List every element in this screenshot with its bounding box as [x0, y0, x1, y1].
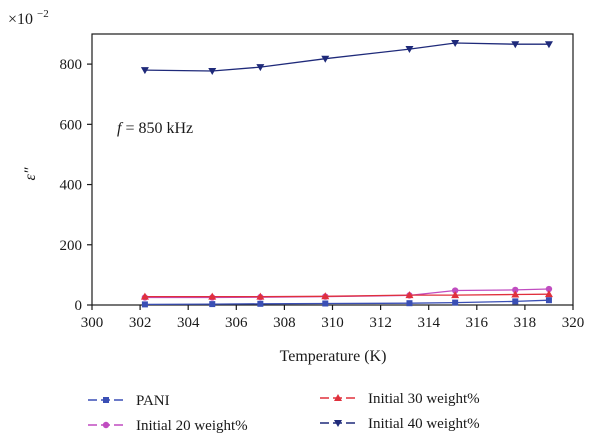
y-tick-label: 0: [75, 298, 83, 314]
series-line: [144, 42, 549, 72]
legend-label: PANI: [136, 393, 170, 409]
data-point: [209, 301, 216, 308]
data-point: [208, 292, 217, 300]
y-multiplier: ×10 −2: [8, 8, 49, 28]
legend-marker: [334, 420, 342, 427]
x-tick-label: 306: [225, 315, 248, 331]
x-tick-label: 300: [81, 315, 104, 331]
data-point: [544, 41, 553, 49]
data-point: [321, 55, 330, 63]
data-point: [141, 301, 148, 308]
legend-item-3: Initial 30 weight%: [320, 391, 480, 407]
legend-item-4: Initial 40 weight%: [320, 416, 480, 432]
data-point: [544, 290, 553, 298]
legend-item-2: Initial 20 weight%: [88, 418, 248, 434]
y-tick-label: 200: [60, 238, 83, 254]
series-1: [141, 297, 552, 308]
frequency-annotation: f = 850 kHz: [117, 120, 193, 137]
x-tick-label: 316: [466, 315, 489, 331]
data-point: [405, 46, 414, 54]
data-point: [405, 291, 414, 299]
y-multiplier-exponent: −2: [37, 8, 49, 20]
y-axis-title: ε″: [22, 167, 39, 180]
data-point: [451, 287, 459, 294]
x-tick-label: 304: [177, 315, 200, 331]
x-tick-label: 310: [321, 315, 344, 331]
data-point: [512, 286, 519, 294]
legend-label: Initial 30 weight%: [368, 391, 480, 407]
axes: 300 302 304 306 308 310 312 314 316 318 320 0 200 400…: [60, 33, 585, 331]
y-tick-label: 400: [60, 178, 83, 194]
legend-item-1: PANI: [88, 393, 170, 409]
data-point: [140, 292, 149, 300]
data-point: [257, 300, 264, 307]
x-tick-label: 314: [417, 315, 440, 331]
data-point: [140, 67, 149, 75]
data-point: [256, 64, 265, 72]
data-point: [322, 300, 329, 307]
series-4: [140, 40, 553, 76]
plot-frame: [91, 33, 574, 306]
series-2: [141, 285, 553, 301]
x-tick-label: 302: [129, 315, 152, 331]
x-tick-label: 320: [562, 315, 585, 331]
y-tick-label: 600: [60, 117, 83, 133]
y-tick-label: 800: [60, 57, 83, 73]
series-layer: [140, 40, 553, 308]
frequency-value: = 850 kHz: [125, 120, 193, 137]
data-point: [321, 292, 330, 300]
text-layer: ×10 −2 f = 850 kHz Temperature (K) ε″: [8, 8, 386, 365]
data-point: [208, 68, 217, 76]
data-point: [511, 290, 520, 298]
y-multiplier-base: ×10: [8, 11, 33, 28]
legend-marker: [102, 421, 110, 429]
legend-marker: [334, 394, 342, 401]
series-3: [140, 290, 553, 300]
frequency-symbol: f: [117, 120, 124, 137]
legend-label: Initial 20 weight%: [136, 418, 248, 434]
legend-label: Initial 40 weight%: [368, 416, 480, 432]
data-point: [256, 292, 265, 300]
series-line: [144, 299, 550, 306]
series-line: [144, 293, 550, 298]
data-point: [512, 298, 519, 305]
legend-marker: [103, 397, 109, 403]
x-axis-title: Temperature (K): [280, 348, 387, 365]
x-tick-label: 318: [514, 315, 537, 331]
x-tick-label: 308: [273, 315, 296, 331]
data-point: [452, 299, 459, 306]
x-tick-label: 312: [369, 315, 392, 331]
data-point: [511, 41, 520, 49]
data-point: [451, 291, 460, 299]
data-point: [545, 285, 553, 293]
data-point: [545, 297, 552, 304]
data-point: [451, 40, 460, 48]
legend: PANI Initial 20 weight% Initial 30 weight%…: [88, 391, 480, 434]
data-point: [406, 300, 413, 307]
